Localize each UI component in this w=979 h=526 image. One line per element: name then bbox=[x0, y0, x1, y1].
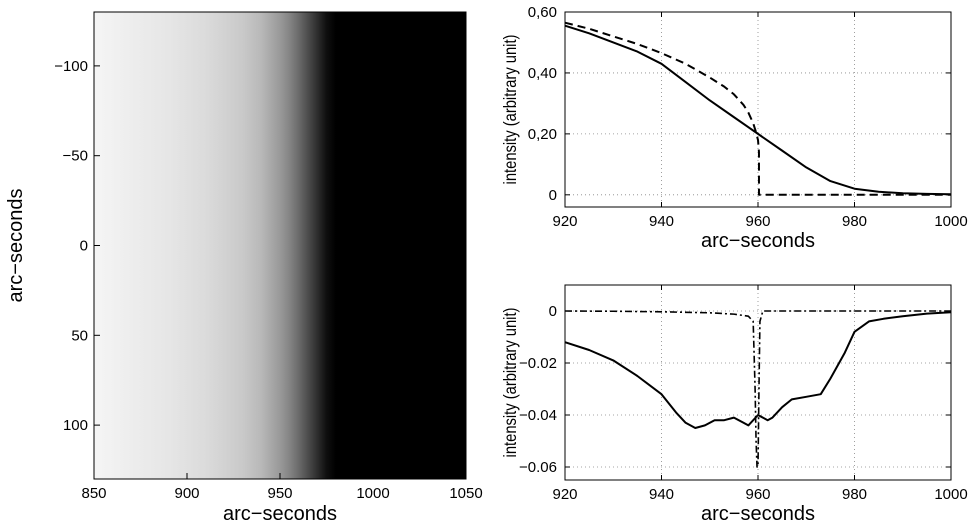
x-tick-label: 940 bbox=[649, 486, 674, 503]
x-tick-label: 920 bbox=[552, 213, 577, 230]
x-tick-label: 920 bbox=[552, 486, 577, 503]
y-axis-label: arc−seconds bbox=[5, 189, 27, 303]
y-tick-label: 0,60 bbox=[528, 4, 557, 21]
plot-background bbox=[565, 285, 951, 480]
x-tick-label: 850 bbox=[81, 485, 106, 502]
x-tick-label: 900 bbox=[174, 485, 199, 502]
y-axis-label: intensity (arbitrary unit) bbox=[501, 35, 521, 185]
x-axis-label: arc−seconds bbox=[701, 503, 815, 525]
y-tick-label: 50 bbox=[71, 327, 88, 344]
y-tick-label: −100 bbox=[54, 58, 88, 75]
y-tick-label: −50 bbox=[63, 148, 88, 165]
y-axis-label: intensity (arbitrary unit) bbox=[501, 308, 521, 458]
x-tick-label: 1050 bbox=[449, 485, 482, 502]
heatmap-panel: 850 900 950 1000 1050 −100 −50 0 50 100 arc−second… bbox=[5, 11, 483, 525]
x-axis-label: arc−seconds bbox=[223, 503, 337, 525]
series-line-solid bbox=[564, 311, 952, 429]
series-line-solid bbox=[564, 24, 952, 196]
x-tick-label: 1000 bbox=[356, 485, 389, 502]
y-tick-label: −0.02 bbox=[519, 355, 557, 372]
x-axis-label: arc−seconds bbox=[701, 230, 815, 252]
x-tick-label: 980 bbox=[842, 486, 867, 503]
x-tick-label: 980 bbox=[842, 213, 867, 230]
bottom-right-line-panel: 920 940 960 980 1000 −0.06 −0.04 −0.02 0 arc−seco… bbox=[501, 284, 968, 525]
y-tick-label: 0 bbox=[549, 187, 557, 204]
x-tick-label: 940 bbox=[649, 213, 674, 230]
y-tick-label: −0.06 bbox=[519, 459, 557, 476]
y-tick-label: 0 bbox=[80, 238, 88, 255]
y-tick-label: 0 bbox=[549, 303, 557, 320]
y-tick-label: 0,40 bbox=[528, 65, 557, 82]
x-tick-label: 960 bbox=[745, 213, 770, 230]
y-tick-label: −0.04 bbox=[519, 407, 557, 424]
x-tick-label: 950 bbox=[267, 485, 292, 502]
x-tick-label: 960 bbox=[745, 486, 770, 503]
heatmap-image bbox=[94, 12, 466, 479]
x-tick-label: 1000 bbox=[934, 213, 967, 230]
top-right-line-panel: 920 940 960 980 1000 0 0,20 0,40 0,60 arc−seconds… bbox=[501, 4, 968, 252]
series-line-dashdot bbox=[564, 310, 951, 468]
y-tick-label: 0,20 bbox=[528, 126, 557, 143]
series-line-dashed bbox=[564, 21, 951, 196]
x-tick-label: 1000 bbox=[934, 486, 967, 503]
y-tick-label: 100 bbox=[63, 417, 88, 434]
